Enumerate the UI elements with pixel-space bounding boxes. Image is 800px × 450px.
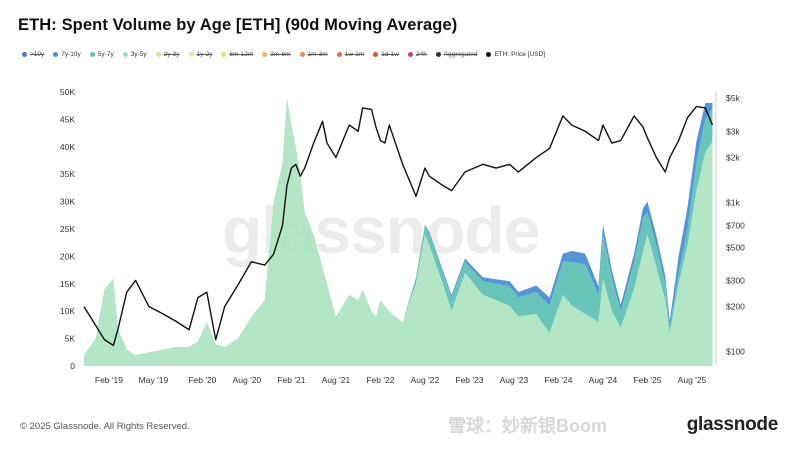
legend-swatch: [188, 51, 194, 57]
legend-label: 2y-3y: [163, 50, 180, 58]
legend-label: 24h: [415, 50, 427, 58]
legend-item-3y-5y[interactable]: 3y-5y: [122, 50, 147, 58]
y-right-tick-label: $1k: [726, 197, 740, 207]
copyright-footer: © 2025 Glassnode. All Rights Reserved.: [20, 421, 190, 432]
y-right-tick-label: $100: [726, 347, 745, 357]
legend-swatch: [53, 51, 59, 57]
x-tick-label: Aug '24: [589, 375, 618, 385]
y-left-tick-label: 35K: [60, 169, 75, 179]
y-right-tick-label: $200: [726, 302, 745, 312]
legend-item-1w-1m[interactable]: 1w-1m: [336, 50, 365, 58]
legend-item-1d-1w[interactable]: 1d-1w: [373, 51, 399, 58]
y-left-tick-label: 20K: [60, 251, 75, 261]
legend-swatch: [435, 51, 441, 57]
x-tick-label: Aug '25: [678, 375, 707, 385]
legend-item-2y-3y[interactable]: 2y-3y: [155, 50, 180, 58]
y-right-tick-label: $5k: [726, 93, 740, 103]
x-tick-label: Feb '23: [455, 375, 483, 385]
legend-item-1y-2y[interactable]: 1y-2y: [188, 50, 213, 58]
legend-item-7y-10y[interactable]: 7y-10y: [53, 51, 81, 58]
legend-label: 3m-6m: [270, 50, 291, 58]
legend-label: 6m-12m: [229, 50, 254, 58]
legend-item-eth-price-usd-[interactable]: ETH: Price [USD]: [486, 51, 545, 58]
legend-item-3m-6m[interactable]: 3m-6m: [262, 50, 291, 58]
legend-label: Aggregated: [443, 50, 478, 58]
legend-swatch: [336, 51, 342, 57]
legend-swatch: [299, 51, 305, 57]
legend-swatch: [486, 51, 492, 57]
legend-swatch: [221, 51, 227, 57]
xueqiu-watermark: 雪球：妙新银Boom: [448, 416, 607, 436]
legend-swatch: [373, 51, 379, 57]
y-left-tick-label: 15K: [60, 279, 75, 289]
x-tick-label: Aug '20: [233, 375, 262, 385]
x-tick-label: Feb '25: [633, 375, 661, 385]
legend-label: 5y-7y: [97, 50, 114, 58]
legend-swatch: [22, 51, 27, 57]
legend-label: ETH: Price [USD]: [494, 50, 546, 58]
legend-swatch: [262, 51, 268, 57]
legend-swatch: [122, 51, 128, 57]
x-tick-label: Aug '22: [411, 375, 440, 385]
legend-swatch: [155, 51, 161, 57]
x-tick-label: Feb '24: [544, 375, 572, 385]
legend-label: 7y-10y: [61, 50, 81, 58]
x-tick-label: Feb '22: [366, 375, 394, 385]
x-tick-label: Aug '21: [322, 375, 351, 385]
y-right-tick-label: $2k: [726, 153, 740, 163]
y-left-tick-label: 10K: [60, 306, 75, 316]
y-left-tick-label: 5K: [65, 334, 76, 344]
legend-label: 3y-5y: [130, 50, 147, 58]
legend-item-1m-3m[interactable]: 1m-3m: [299, 50, 328, 58]
area-series-5y-7y: [84, 97, 713, 356]
x-tick-label: May '19: [139, 375, 169, 385]
y-right-tick-label: $500: [726, 242, 745, 252]
legend-label: 1m-3m: [307, 50, 328, 58]
y-left-tick-label: 30K: [60, 197, 75, 207]
x-tick-label: Feb '19: [95, 375, 123, 385]
legend-item-24h[interactable]: 24h: [407, 50, 427, 58]
legend-label: 1d-1w: [381, 50, 399, 58]
legend-item-6m-12m[interactable]: 6m-12m: [221, 51, 253, 58]
chart-title: ETH: Spent Volume by Age [ETH] (90d Movi…: [18, 16, 458, 34]
legend-swatch: [89, 51, 95, 57]
x-tick-label: Feb '20: [188, 375, 216, 385]
y-left-tick-label: 45K: [60, 114, 75, 124]
legend-label: 1y-2y: [196, 50, 213, 58]
y-left-tick-label: 50K: [60, 87, 75, 97]
legend-label: 1w-1m: [344, 50, 365, 58]
y-right-tick-label: $300: [726, 275, 745, 285]
legend-item-5y-7y[interactable]: 5y-7y: [89, 50, 114, 58]
legend-item--10y[interactable]: >10y: [22, 51, 44, 58]
x-tick-label: Feb '21: [277, 375, 305, 385]
chart-legend: >10y 7y-10y 5y-7y 3y-5y 2y-3y 1y-2y 6m-12m 3m-6…: [22, 48, 545, 60]
glassnode-logo: glassnode: [686, 414, 779, 435]
legend-item-aggregated[interactable]: Aggregated: [435, 50, 478, 58]
x-tick-label: Aug '23: [500, 375, 529, 385]
legend-label: >10y: [30, 50, 45, 58]
y-left-tick-label: 40K: [60, 142, 75, 152]
y-right-tick-label: $3k: [726, 126, 740, 136]
y-left-tick-label: 0: [70, 361, 75, 371]
legend-swatch: [407, 51, 413, 57]
y-left-tick-label: 25K: [60, 224, 75, 234]
y-right-tick-label: $700: [726, 221, 745, 231]
price-line: [83, 105, 714, 347]
area-series-3y-5y: [84, 97, 713, 366]
